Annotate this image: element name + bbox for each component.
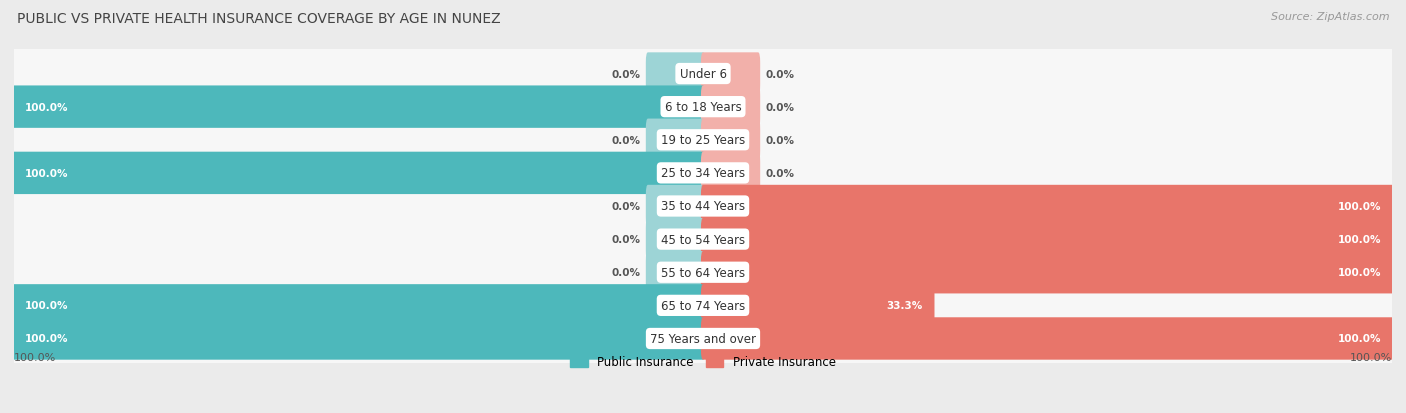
FancyBboxPatch shape [13,86,704,128]
Text: 0.0%: 0.0% [765,69,794,79]
Text: Source: ZipAtlas.com: Source: ZipAtlas.com [1271,12,1389,22]
Text: 0.0%: 0.0% [765,169,794,178]
FancyBboxPatch shape [13,285,704,327]
Text: 0.0%: 0.0% [612,69,641,79]
FancyBboxPatch shape [11,307,1395,370]
FancyBboxPatch shape [702,53,761,95]
FancyBboxPatch shape [702,285,935,327]
FancyBboxPatch shape [11,142,1395,205]
Text: 100.0%: 100.0% [24,334,67,344]
FancyBboxPatch shape [11,274,1395,337]
FancyBboxPatch shape [645,53,704,95]
Text: 6 to 18 Years: 6 to 18 Years [665,101,741,114]
Text: 65 to 74 Years: 65 to 74 Years [661,299,745,312]
FancyBboxPatch shape [645,185,704,228]
FancyBboxPatch shape [13,152,704,195]
FancyBboxPatch shape [11,241,1395,304]
Text: 75 Years and over: 75 Years and over [650,332,756,345]
Text: 45 to 54 Years: 45 to 54 Years [661,233,745,246]
Text: 33.3%: 33.3% [886,301,922,311]
FancyBboxPatch shape [11,208,1395,271]
Text: 100.0%: 100.0% [1350,352,1392,363]
FancyBboxPatch shape [645,218,704,261]
Text: 100.0%: 100.0% [24,301,67,311]
FancyBboxPatch shape [13,318,704,360]
Text: 0.0%: 0.0% [612,268,641,278]
FancyBboxPatch shape [11,175,1395,238]
FancyBboxPatch shape [11,76,1395,139]
Text: 55 to 64 Years: 55 to 64 Years [661,266,745,279]
Text: 0.0%: 0.0% [765,102,794,112]
Text: 19 to 25 Years: 19 to 25 Years [661,134,745,147]
FancyBboxPatch shape [702,318,1393,360]
Text: 25 to 34 Years: 25 to 34 Years [661,167,745,180]
Text: 100.0%: 100.0% [1339,268,1382,278]
FancyBboxPatch shape [702,86,761,128]
Text: 100.0%: 100.0% [24,169,67,178]
FancyBboxPatch shape [702,218,1393,261]
FancyBboxPatch shape [11,109,1395,172]
Text: 35 to 44 Years: 35 to 44 Years [661,200,745,213]
Text: Under 6: Under 6 [679,68,727,81]
Text: 100.0%: 100.0% [1339,235,1382,244]
Text: 100.0%: 100.0% [14,352,56,363]
FancyBboxPatch shape [702,185,1393,228]
Text: PUBLIC VS PRIVATE HEALTH INSURANCE COVERAGE BY AGE IN NUNEZ: PUBLIC VS PRIVATE HEALTH INSURANCE COVER… [17,12,501,26]
Text: 0.0%: 0.0% [612,202,641,211]
FancyBboxPatch shape [11,43,1395,106]
Text: 100.0%: 100.0% [1339,334,1382,344]
Text: 0.0%: 0.0% [612,235,641,244]
FancyBboxPatch shape [702,152,761,195]
FancyBboxPatch shape [645,119,704,161]
Text: 0.0%: 0.0% [612,135,641,145]
FancyBboxPatch shape [702,252,1393,294]
FancyBboxPatch shape [702,119,761,161]
Text: 100.0%: 100.0% [1339,202,1382,211]
Text: 100.0%: 100.0% [24,102,67,112]
Text: 0.0%: 0.0% [765,135,794,145]
Legend: Public Insurance, Private Insurance: Public Insurance, Private Insurance [565,351,841,373]
FancyBboxPatch shape [645,252,704,294]
